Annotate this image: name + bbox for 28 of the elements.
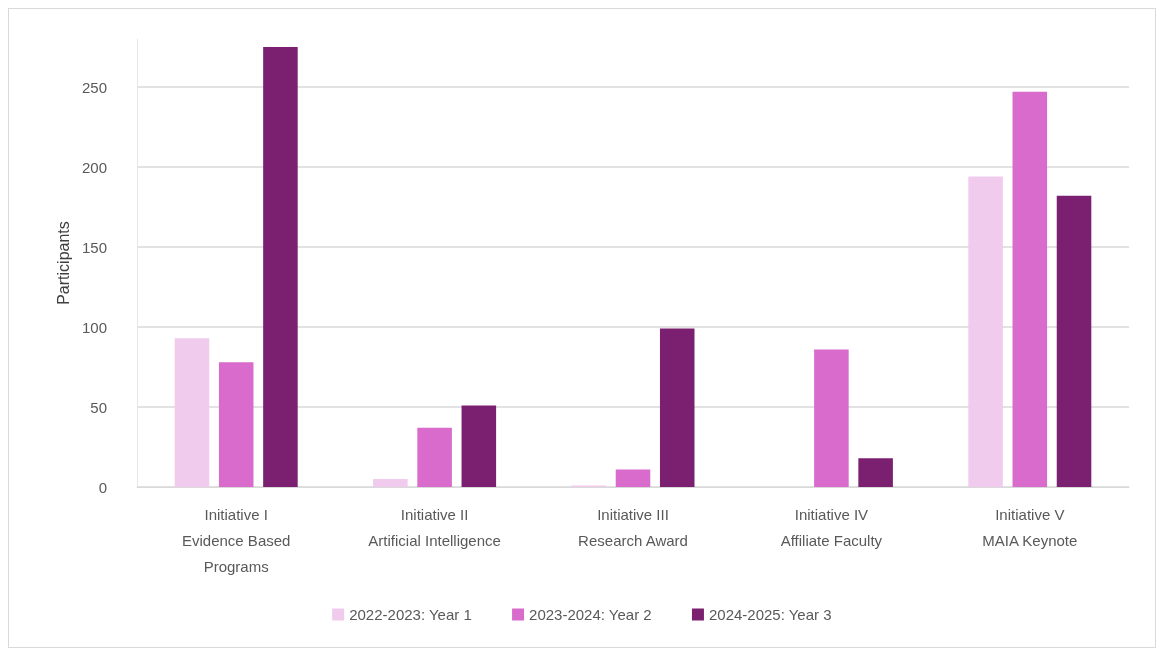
legend-label: 2022-2023: Year 1 <box>349 606 472 623</box>
bar <box>263 47 298 487</box>
y-tick-label: 100 <box>81 318 107 336</box>
bar <box>968 176 1003 487</box>
bar <box>373 479 408 487</box>
x-tick-label: Initiative II Artificial Intelligence <box>368 505 501 549</box>
bar <box>1012 91 1048 487</box>
bar <box>218 362 254 487</box>
bar <box>814 349 849 487</box>
bar <box>417 427 452 487</box>
bar <box>461 405 497 487</box>
y-tick-label: 200 <box>81 158 107 176</box>
bar <box>615 469 651 487</box>
x-tick-label: Initiative V MAIA Keynote <box>982 505 1078 549</box>
legend-label: 2023-2024: Year 2 <box>529 606 652 623</box>
y-tick-label: 150 <box>81 238 107 256</box>
bar <box>1056 195 1092 487</box>
x-tick-label: Initiative IV Affiliate Faculty <box>780 505 883 549</box>
x-tick-label: Initiative III Research Award <box>578 505 688 549</box>
x-tick-label: Initiative I Evidence Based Programs <box>182 505 291 575</box>
y-axis-title: Participants <box>54 221 72 305</box>
y-tick-label: 50 <box>90 398 107 416</box>
y-tick-label: 250 <box>81 78 107 96</box>
bar <box>858 458 893 487</box>
y-tick-label: 0 <box>98 478 107 496</box>
bar <box>174 338 210 487</box>
legend-label: 2024-2025: Year 3 <box>708 606 832 623</box>
bar <box>659 328 695 487</box>
